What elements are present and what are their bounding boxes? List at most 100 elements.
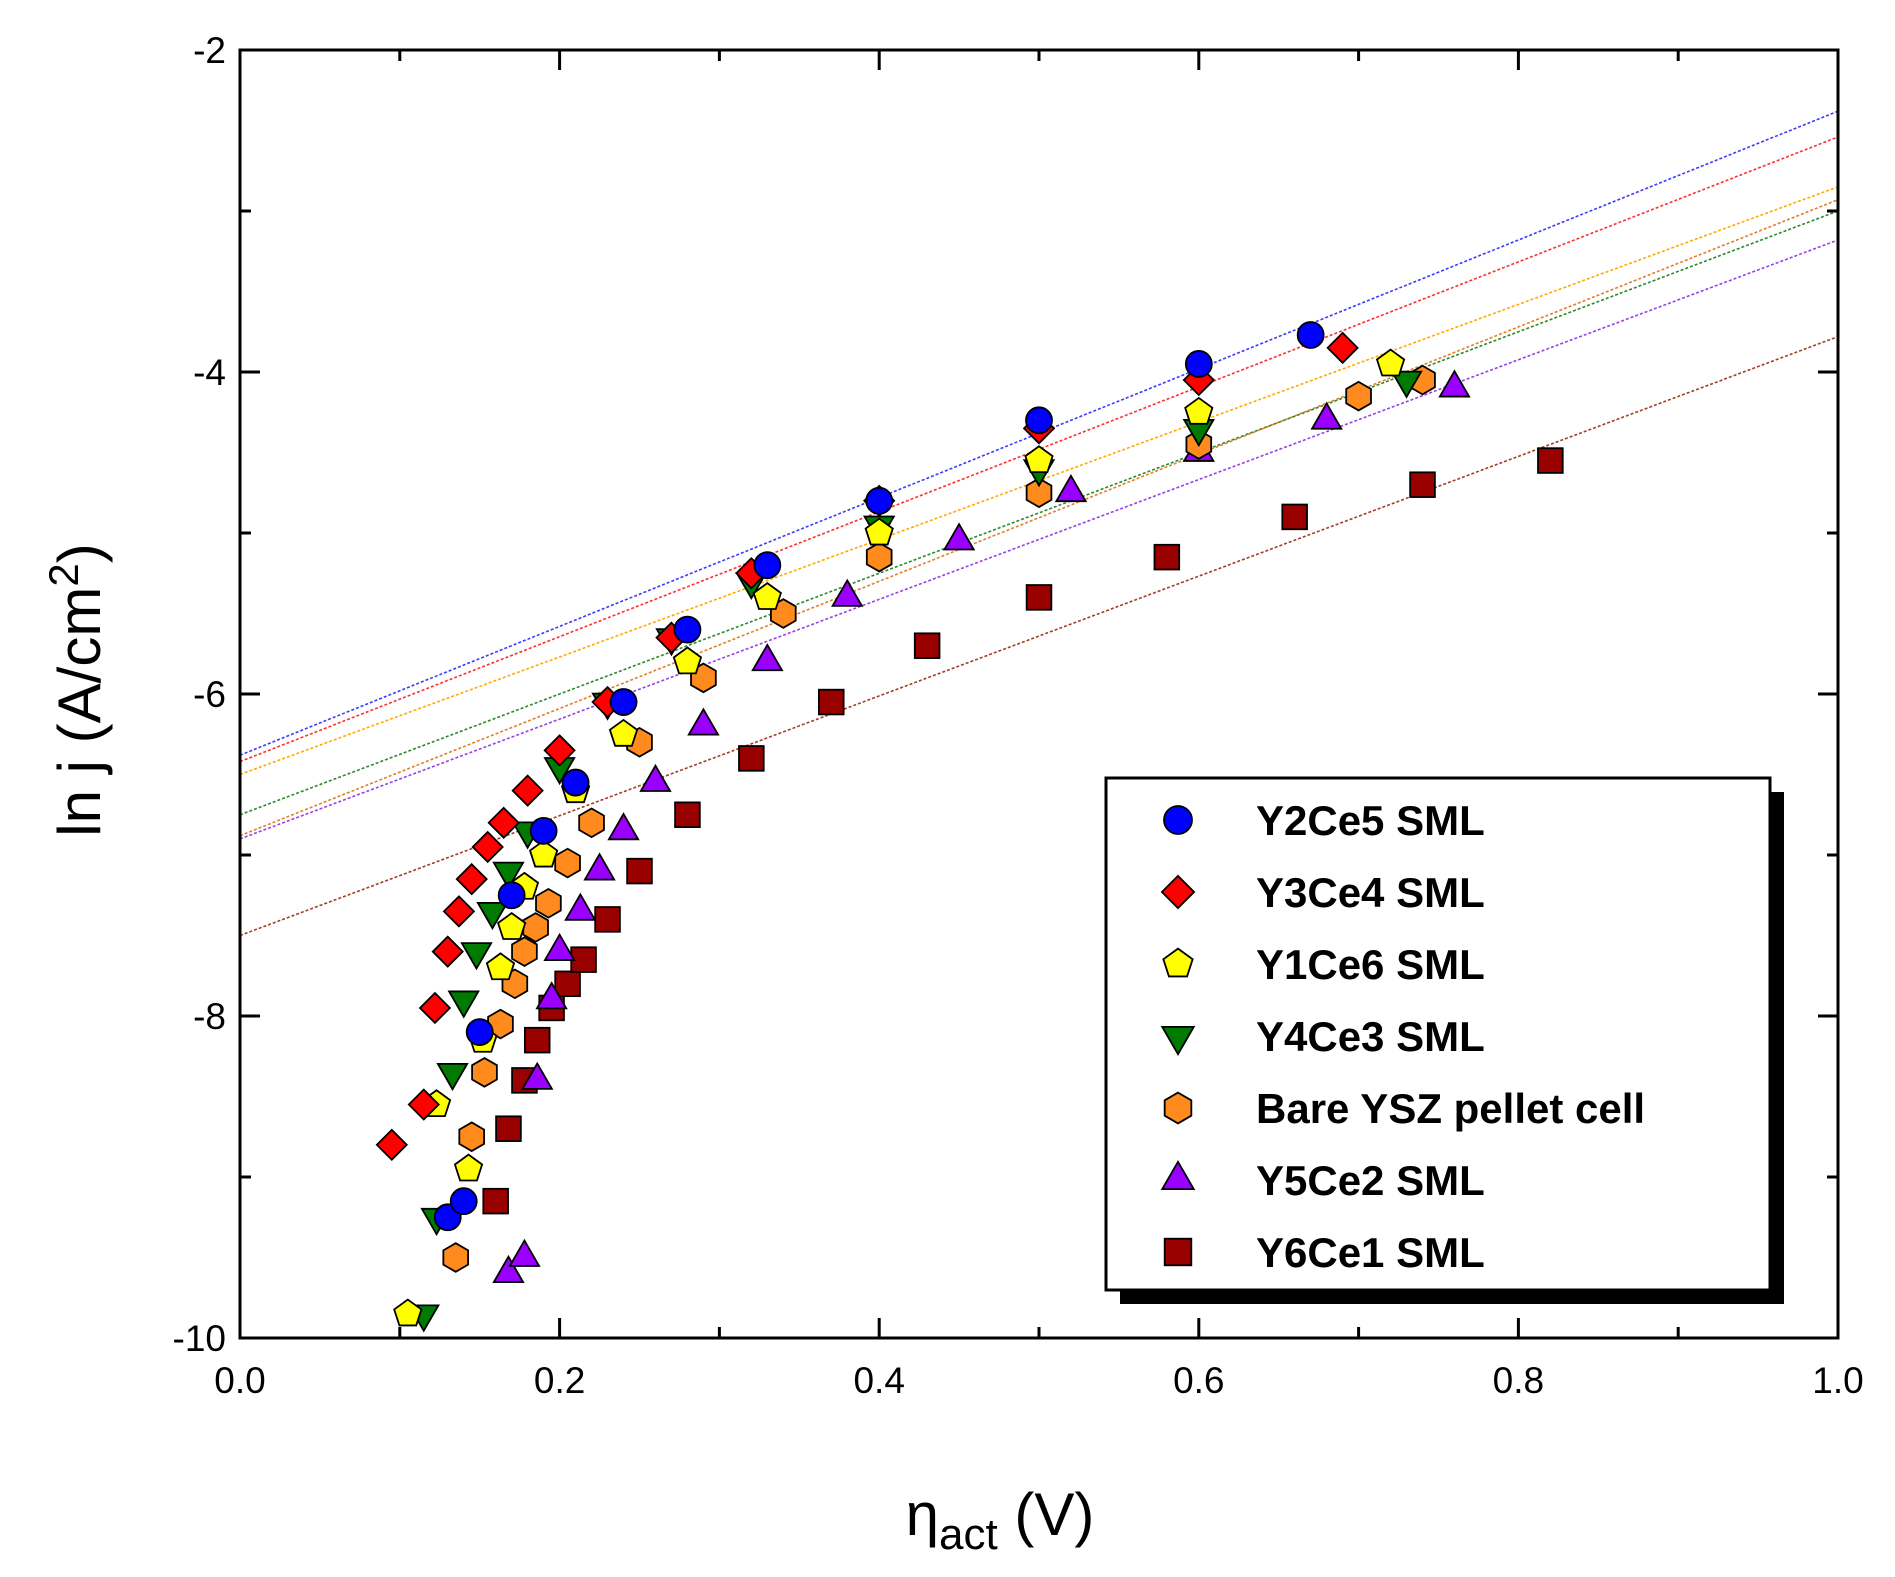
data-point bbox=[674, 801, 701, 829]
data-point bbox=[407, 1088, 440, 1121]
data-point bbox=[442, 1242, 470, 1273]
x-axis-title-sub: act bbox=[939, 1510, 998, 1559]
data-point bbox=[476, 902, 509, 931]
data-point bbox=[564, 892, 597, 921]
data-point bbox=[471, 830, 504, 864]
legend-label: Y1Ce6 SML bbox=[1256, 941, 1485, 988]
data-point bbox=[942, 522, 976, 551]
data-point bbox=[487, 806, 520, 840]
fit-line bbox=[240, 239, 1838, 840]
data-point bbox=[511, 936, 538, 967]
data-point bbox=[818, 688, 845, 716]
data-point bbox=[418, 991, 452, 1025]
data-point bbox=[1054, 474, 1088, 503]
data-point bbox=[455, 862, 488, 896]
data-point bbox=[753, 551, 782, 580]
data-point bbox=[465, 1018, 494, 1046]
data-point bbox=[492, 861, 525, 890]
legend-label: Y4Ce3 SML bbox=[1256, 1013, 1485, 1060]
data-point bbox=[570, 946, 597, 973]
data-point bbox=[458, 1121, 485, 1153]
series-group bbox=[375, 331, 1359, 1162]
x-axis-title-main: η bbox=[906, 1481, 939, 1548]
data-point bbox=[578, 807, 605, 839]
y-axis-title-end: ) bbox=[46, 543, 113, 563]
data-point bbox=[865, 486, 894, 515]
data-point bbox=[752, 581, 782, 610]
y-axis-title-main: ln j (A/cm bbox=[46, 587, 113, 837]
x-axis-title: ηact (V) bbox=[906, 1481, 1095, 1559]
data-point bbox=[497, 881, 526, 910]
legend-marker bbox=[1163, 805, 1193, 835]
legend-marker bbox=[1160, 874, 1196, 910]
data-point bbox=[738, 745, 765, 772]
data-point bbox=[436, 1063, 469, 1092]
data-point bbox=[687, 707, 720, 736]
data-point bbox=[487, 1008, 514, 1040]
data-point bbox=[1375, 348, 1406, 377]
data-point bbox=[528, 839, 559, 868]
data-point bbox=[1024, 445, 1054, 474]
y-tick-label: -8 bbox=[193, 996, 226, 1037]
data-point bbox=[608, 718, 639, 747]
y-axis-title-sup: 2 bbox=[40, 563, 87, 586]
data-point bbox=[1326, 331, 1359, 365]
fit-line bbox=[240, 335, 1838, 937]
data-point bbox=[535, 981, 568, 1010]
data-point bbox=[672, 646, 703, 675]
data-point bbox=[431, 935, 464, 968]
data-point bbox=[375, 1128, 409, 1162]
data-point bbox=[1153, 543, 1181, 571]
series-group bbox=[393, 348, 1406, 1327]
data-point bbox=[460, 942, 493, 971]
data-point bbox=[673, 615, 702, 644]
data-point bbox=[607, 812, 640, 841]
data-point bbox=[831, 578, 864, 607]
y-tick-label: -2 bbox=[193, 30, 226, 71]
data-point bbox=[485, 952, 516, 981]
data-point bbox=[1345, 380, 1372, 412]
x-tick-label: 0.4 bbox=[853, 1360, 904, 1401]
data-point bbox=[449, 1187, 478, 1216]
data-point bbox=[865, 541, 893, 573]
data-point bbox=[447, 990, 480, 1019]
data-point bbox=[554, 847, 581, 879]
series-group bbox=[442, 364, 1436, 1273]
legend-label: Y3Ce4 SML bbox=[1256, 869, 1485, 916]
data-point bbox=[1025, 584, 1053, 611]
data-point bbox=[508, 1238, 541, 1267]
x-tick-label: 0.6 bbox=[1173, 1360, 1224, 1401]
y-tick-label: -6 bbox=[193, 674, 226, 715]
data-point bbox=[561, 768, 590, 797]
legend-box bbox=[1104, 776, 1772, 1292]
data-point bbox=[471, 1057, 498, 1088]
y-axis-title: ln j (A/cm2) bbox=[40, 543, 113, 836]
data-point bbox=[511, 774, 544, 807]
legend-marker bbox=[1163, 1237, 1193, 1267]
x-tick-label: 0.8 bbox=[1493, 1360, 1544, 1401]
legend: Y2Ce5 SML Y3Ce4 SML Y1Ce6 SML Y4Ce3 SML Bare… bbox=[1104, 776, 1784, 1304]
data-point bbox=[1296, 321, 1325, 349]
data-point bbox=[482, 1187, 509, 1215]
data-point bbox=[554, 970, 581, 998]
data-point bbox=[583, 852, 616, 881]
data-markers bbox=[375, 321, 1564, 1333]
data-point bbox=[1025, 406, 1053, 435]
data-point bbox=[913, 632, 941, 659]
data-point bbox=[495, 1115, 522, 1142]
data-point bbox=[1390, 370, 1423, 399]
data-point bbox=[535, 887, 562, 919]
data-point bbox=[521, 1061, 554, 1090]
data-point bbox=[1310, 401, 1343, 430]
data-point bbox=[442, 895, 476, 928]
series-group bbox=[433, 321, 1325, 1232]
data-point bbox=[1409, 471, 1436, 498]
series-group bbox=[492, 369, 1471, 1283]
legend-label: Y2Ce5 SML bbox=[1256, 797, 1485, 844]
data-point bbox=[594, 906, 621, 933]
x-tick-label: 1.0 bbox=[1812, 1360, 1863, 1401]
data-point bbox=[1184, 396, 1214, 425]
data-point bbox=[864, 517, 894, 546]
legend-label: Bare YSZ pellet cell bbox=[1256, 1085, 1645, 1132]
